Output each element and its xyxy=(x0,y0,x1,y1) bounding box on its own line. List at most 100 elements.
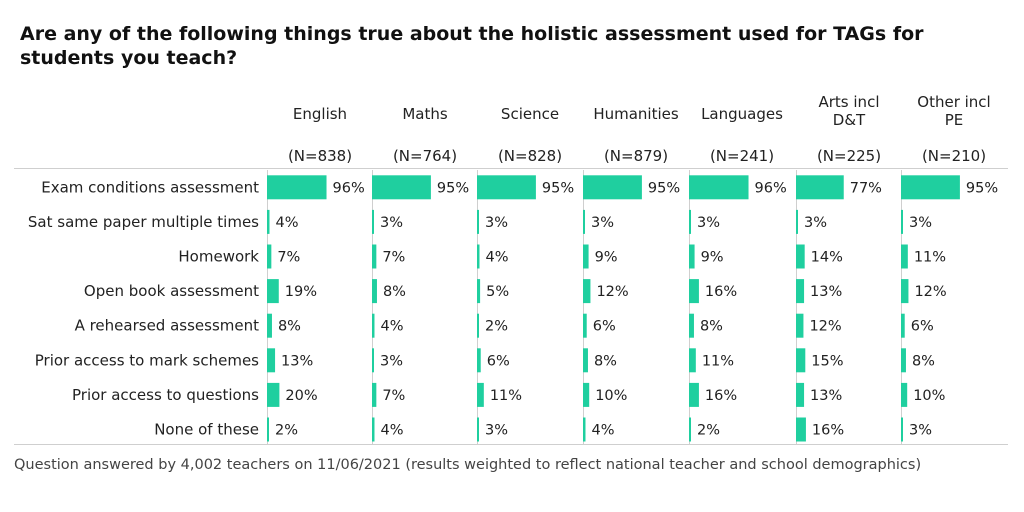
bar xyxy=(267,175,327,200)
bar xyxy=(372,209,374,234)
data-label: 96% xyxy=(333,180,365,196)
data-label: 4% xyxy=(591,423,614,439)
data-label: 13% xyxy=(810,388,842,404)
data-label: 4% xyxy=(380,319,403,335)
bar xyxy=(583,382,590,407)
bar xyxy=(267,417,269,442)
bar xyxy=(901,175,960,200)
bar xyxy=(901,417,903,442)
bar xyxy=(901,244,908,269)
bar xyxy=(583,209,585,234)
data-label: 16% xyxy=(705,388,737,404)
bar xyxy=(477,313,479,338)
series-header: Other incl PE xyxy=(917,93,990,129)
bar xyxy=(796,348,806,373)
data-label: 10% xyxy=(595,388,627,404)
bar xyxy=(689,244,695,269)
bar xyxy=(477,382,484,407)
data-label: 15% xyxy=(811,353,843,369)
data-label: 2% xyxy=(485,319,508,335)
data-label: 6% xyxy=(593,319,616,335)
data-label: 3% xyxy=(591,215,614,231)
data-label: 4% xyxy=(485,250,508,266)
bar xyxy=(267,244,272,269)
bar xyxy=(372,313,375,338)
data-label: 8% xyxy=(278,319,301,335)
data-label: 3% xyxy=(380,353,403,369)
series-header: Science xyxy=(501,105,559,123)
series-header: Languages xyxy=(701,105,783,123)
data-label: 8% xyxy=(383,284,406,300)
bar xyxy=(477,348,481,373)
series-header: Arts incl D&T xyxy=(819,93,880,129)
bar xyxy=(267,382,280,407)
bar xyxy=(372,382,377,407)
bar xyxy=(477,244,480,269)
data-label: 77% xyxy=(850,180,882,196)
data-label: 95% xyxy=(966,180,998,196)
data-label: 8% xyxy=(594,353,617,369)
data-label: 16% xyxy=(705,284,737,300)
series-n-label: (N=210) xyxy=(922,147,986,165)
chart-footnote: Question answered by 4,002 teachers on 1… xyxy=(14,457,922,473)
category-label: Open book assessment xyxy=(84,282,259,300)
bar xyxy=(372,417,375,442)
data-label: 96% xyxy=(755,180,787,196)
chart-title: Are any of the following things true abo… xyxy=(20,23,924,69)
category-label: Sat same paper multiple times xyxy=(28,213,259,231)
data-label: 2% xyxy=(697,423,720,439)
bar xyxy=(267,279,279,304)
bar xyxy=(689,279,699,304)
data-label: 13% xyxy=(810,284,842,300)
bar xyxy=(372,279,377,304)
data-label: 12% xyxy=(596,284,628,300)
category-label: Homework xyxy=(178,248,259,266)
bar xyxy=(583,244,589,269)
bar xyxy=(689,313,694,338)
bar xyxy=(477,279,481,304)
bar xyxy=(689,417,691,442)
bar xyxy=(267,209,270,234)
category-label: Exam conditions assessment xyxy=(41,178,259,196)
data-label: 11% xyxy=(914,250,946,266)
data-label: 9% xyxy=(701,250,724,266)
bar xyxy=(267,348,276,373)
bar xyxy=(796,382,805,407)
data-label: 3% xyxy=(485,215,508,231)
series-n-label: (N=828) xyxy=(498,147,562,165)
bar xyxy=(796,279,805,304)
series-header: Humanities xyxy=(593,105,679,123)
data-label: 12% xyxy=(914,284,946,300)
bar xyxy=(267,313,272,338)
bar xyxy=(689,382,699,407)
bar xyxy=(901,313,905,338)
data-label: 9% xyxy=(595,250,618,266)
data-label: 2% xyxy=(275,423,298,439)
bar xyxy=(796,244,805,269)
category-label: A rehearsed assessment xyxy=(75,317,260,335)
bar xyxy=(372,175,431,200)
bar xyxy=(901,348,906,373)
bar xyxy=(477,209,479,234)
data-label: 7% xyxy=(382,388,405,404)
data-label: 3% xyxy=(909,423,932,439)
data-label: 3% xyxy=(804,215,827,231)
data-label: 3% xyxy=(485,423,508,439)
bar xyxy=(796,313,804,338)
data-label: 11% xyxy=(490,388,522,404)
bar xyxy=(583,313,587,338)
bar xyxy=(689,209,691,234)
data-label: 11% xyxy=(702,353,734,369)
data-label: 95% xyxy=(648,180,680,196)
bar xyxy=(901,209,903,234)
bar xyxy=(583,175,642,200)
series-n-label: (N=879) xyxy=(604,147,668,165)
data-label: 95% xyxy=(437,180,469,196)
data-label: 20% xyxy=(285,388,317,404)
bar xyxy=(583,348,588,373)
series-n-label: (N=225) xyxy=(817,147,881,165)
data-label: 8% xyxy=(700,319,723,335)
data-label: 4% xyxy=(380,423,403,439)
series-header: English xyxy=(293,105,347,123)
